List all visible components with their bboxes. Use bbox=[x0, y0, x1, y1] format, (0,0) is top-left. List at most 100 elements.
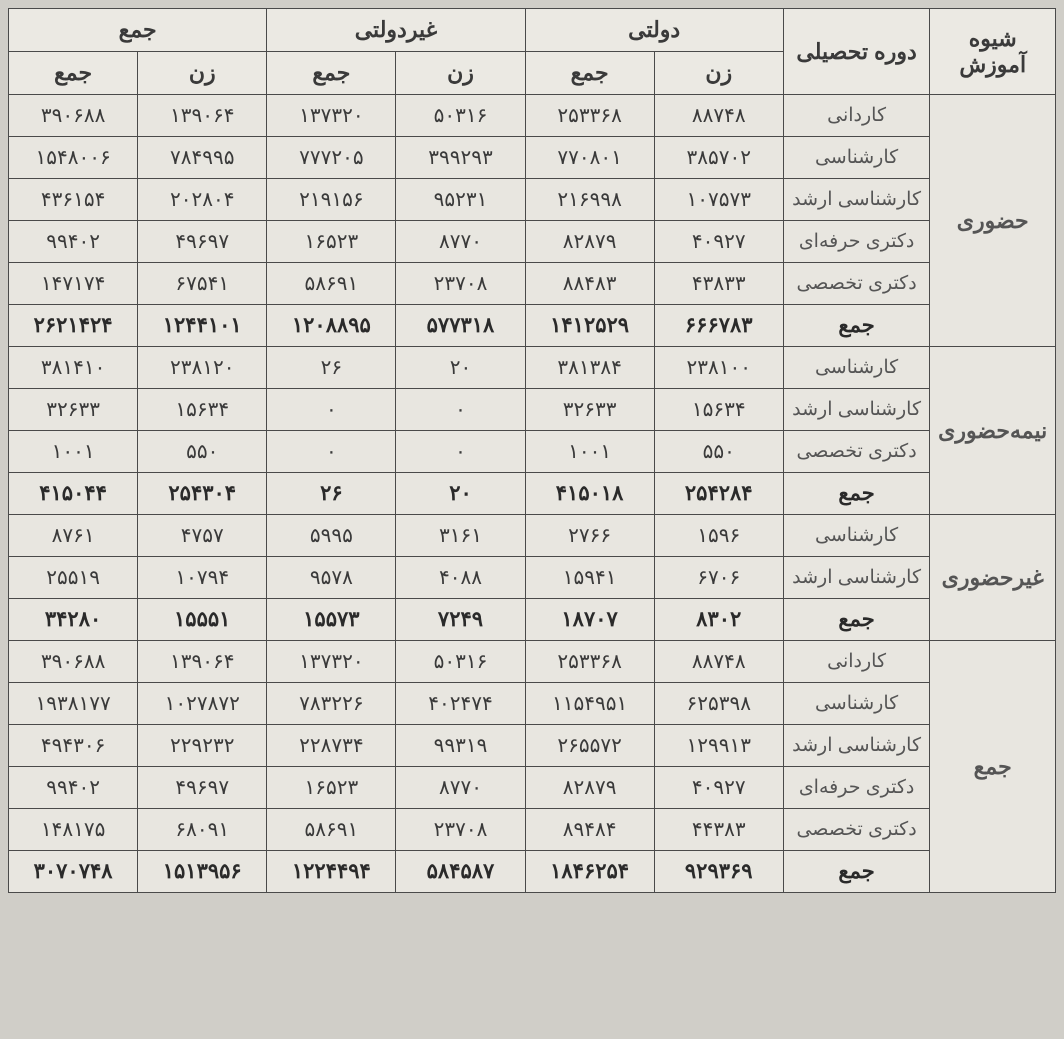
data-cell: ۶۷۰۶ bbox=[654, 557, 783, 599]
data-cell: ۶۲۵۳۹۸ bbox=[654, 683, 783, 725]
data-cell: ۸۳۰۲ bbox=[654, 599, 783, 641]
data-cell: ۱۲۹۹۱۳ bbox=[654, 725, 783, 767]
data-cell: ۹۹۴۰۲ bbox=[9, 767, 138, 809]
header-mode: شیوه آموزش bbox=[930, 9, 1056, 95]
data-cell: ۸۷۷۰ bbox=[396, 221, 525, 263]
data-cell: ۱۰۲۷۸۷۲ bbox=[138, 683, 267, 725]
table-row: کارشناسی۳۸۵۷۰۲۷۷۰۸۰۱۳۹۹۲۹۳۷۷۷۲۰۵۷۸۴۹۹۵۱۵… bbox=[9, 137, 1056, 179]
data-cell: ۰ bbox=[267, 389, 396, 431]
data-cell: ۲۳۷۰۸ bbox=[396, 809, 525, 851]
data-cell: ۱۵۴۸۰۰۶ bbox=[9, 137, 138, 179]
data-cell: ۲۲۹۲۳۲ bbox=[138, 725, 267, 767]
data-cell: ۳۱۶۱ bbox=[396, 515, 525, 557]
level-cell: کارشناسی bbox=[783, 137, 930, 179]
data-cell: ۳۴۲۸۰ bbox=[9, 599, 138, 641]
data-cell: ۵۸۶۹۱ bbox=[267, 263, 396, 305]
data-cell: ۲۶۲۱۴۲۴ bbox=[9, 305, 138, 347]
data-cell: ۱۵۱۳۹۵۶ bbox=[138, 851, 267, 893]
data-cell: ۲۳۷۰۸ bbox=[396, 263, 525, 305]
table-row: کارشناسی ارشد۱۵۶۳۴۳۲۶۳۳۰۰۱۵۶۳۴۳۲۶۳۳ bbox=[9, 389, 1056, 431]
data-cell: ۸۹۴۸۴ bbox=[525, 809, 654, 851]
data-cell: ۵۷۷۳۱۸ bbox=[396, 305, 525, 347]
table-row: جمع۲۵۴۲۸۴۴۱۵۰۱۸۲۰۲۶۲۵۴۳۰۴۴۱۵۰۴۴ bbox=[9, 473, 1056, 515]
data-cell: ۳۸۵۷۰۲ bbox=[654, 137, 783, 179]
level-cell: کارشناسی bbox=[783, 347, 930, 389]
data-cell: ۶۸۰۹۱ bbox=[138, 809, 267, 851]
data-cell: ۱۰۰۱ bbox=[9, 431, 138, 473]
header-level: دوره تحصیلی bbox=[783, 9, 930, 95]
level-cell: دکتری تخصصی bbox=[783, 263, 930, 305]
data-cell: ۴۹۶۹۷ bbox=[138, 221, 267, 263]
data-cell: ۱۳۹۰۶۴ bbox=[138, 95, 267, 137]
data-cell: ۴۱۵۰۱۸ bbox=[525, 473, 654, 515]
level-cell: کارشناسی ارشد bbox=[783, 389, 930, 431]
data-cell: ۲۰۲۸۰۴ bbox=[138, 179, 267, 221]
level-cell: جمع bbox=[783, 599, 930, 641]
table-row: کارشناسی ارشد۶۷۰۶۱۵۹۴۱۴۰۸۸۹۵۷۸۱۰۷۹۴۲۵۵۱۹ bbox=[9, 557, 1056, 599]
data-cell: ۱۵۶۳۴ bbox=[138, 389, 267, 431]
data-cell: ۳۲۶۳۳ bbox=[525, 389, 654, 431]
data-cell: ۲۶ bbox=[267, 473, 396, 515]
data-cell: ۹۵۲۳۱ bbox=[396, 179, 525, 221]
data-cell: ۱۳۹۰۶۴ bbox=[138, 641, 267, 683]
data-cell: ۵۰۳۱۶ bbox=[396, 641, 525, 683]
data-cell: ۴۰۸۸ bbox=[396, 557, 525, 599]
table-row: جمعکاردانی۸۸۷۴۸۲۵۳۳۶۸۵۰۳۱۶۱۳۷۳۲۰۱۳۹۰۶۴۳۹… bbox=[9, 641, 1056, 683]
data-cell: ۳۹۰۶۸۸ bbox=[9, 95, 138, 137]
data-cell: ۱۶۵۲۳ bbox=[267, 767, 396, 809]
data-cell: ۱۴۱۲۵۲۹ bbox=[525, 305, 654, 347]
data-cell: ۹۲۹۳۶۹ bbox=[654, 851, 783, 893]
data-cell: ۲۳۸۱۰۰ bbox=[654, 347, 783, 389]
header-non-sum: جمع bbox=[267, 52, 396, 95]
data-cell: ۲۳۸۱۲۰ bbox=[138, 347, 267, 389]
level-cell: جمع bbox=[783, 851, 930, 893]
data-cell: ۳۹۰۶۸۸ bbox=[9, 641, 138, 683]
data-cell: ۱۳۷۳۲۰ bbox=[267, 641, 396, 683]
data-cell: ۱۳۷۳۲۰ bbox=[267, 95, 396, 137]
data-cell: ۴۴۳۸۳ bbox=[654, 809, 783, 851]
data-cell: ۸۸۴۸۳ bbox=[525, 263, 654, 305]
data-cell: ۱۱۵۴۹۵۱ bbox=[525, 683, 654, 725]
data-cell: ۹۹۴۰۲ bbox=[9, 221, 138, 263]
data-cell: ۲۵۴۳۰۴ bbox=[138, 473, 267, 515]
data-cell: ۲۵۵۱۹ bbox=[9, 557, 138, 599]
level-cell: کارشناسی ارشد bbox=[783, 557, 930, 599]
data-cell: ۳۸۱۳۸۴ bbox=[525, 347, 654, 389]
data-cell: ۹۵۷۸ bbox=[267, 557, 396, 599]
data-cell: ۱۹۳۸۱۷۷ bbox=[9, 683, 138, 725]
header-tot-women: زن bbox=[138, 52, 267, 95]
data-cell: ۰ bbox=[396, 389, 525, 431]
level-cell: کاردانی bbox=[783, 95, 930, 137]
level-cell: کاردانی bbox=[783, 641, 930, 683]
header-gov-women: زن bbox=[654, 52, 783, 95]
header-nongovernmental: غیردولتی bbox=[267, 9, 525, 52]
level-cell: جمع bbox=[783, 305, 930, 347]
data-cell: ۱۰۷۵۷۳ bbox=[654, 179, 783, 221]
data-cell: ۱۲۰۸۸۹۵ bbox=[267, 305, 396, 347]
data-cell: ۸۸۷۴۸ bbox=[654, 95, 783, 137]
data-cell: ۷۷۰۸۰۱ bbox=[525, 137, 654, 179]
data-cell: ۴۹۶۹۷ bbox=[138, 767, 267, 809]
data-cell: ۵۸۶۹۱ bbox=[267, 809, 396, 851]
table-row: کارشناسی ارشد۱۰۷۵۷۳۲۱۶۹۹۸۹۵۲۳۱۲۱۹۱۵۶۲۰۲۸… bbox=[9, 179, 1056, 221]
data-cell: ۲۱۹۱۵۶ bbox=[267, 179, 396, 221]
data-cell: ۱۸۴۶۲۵۴ bbox=[525, 851, 654, 893]
level-cell: جمع bbox=[783, 473, 930, 515]
data-cell: ۱۲۴۴۱۰۱ bbox=[138, 305, 267, 347]
table-row: نیمه‌حضوریکارشناسی۲۳۸۱۰۰۳۸۱۳۸۴۲۰۲۶۲۳۸۱۲۰… bbox=[9, 347, 1056, 389]
data-cell: ۴۷۵۷ bbox=[138, 515, 267, 557]
data-cell: ۴۹۴۳۰۶ bbox=[9, 725, 138, 767]
data-cell: ۱۵۵۷۳ bbox=[267, 599, 396, 641]
table-row: دکتری تخصصی۵۵۰۱۰۰۱۰۰۵۵۰۱۰۰۱ bbox=[9, 431, 1056, 473]
data-cell: ۲۲۸۷۳۴ bbox=[267, 725, 396, 767]
data-cell: ۱۴۸۱۷۵ bbox=[9, 809, 138, 851]
table-row: حضوریکاردانی۸۸۷۴۸۲۵۳۳۶۸۵۰۳۱۶۱۳۷۳۲۰۱۳۹۰۶۴… bbox=[9, 95, 1056, 137]
data-cell: ۵۵۰ bbox=[654, 431, 783, 473]
data-cell: ۶۷۵۴۱ bbox=[138, 263, 267, 305]
data-cell: ۲۶۵۵۷۲ bbox=[525, 725, 654, 767]
table-row: جمع۶۶۶۷۸۳۱۴۱۲۵۲۹۵۷۷۳۱۸۱۲۰۸۸۹۵۱۲۴۴۱۰۱۲۶۲۱… bbox=[9, 305, 1056, 347]
data-cell: ۱۵۹۴۱ bbox=[525, 557, 654, 599]
education-stats-table: شیوه آموزش دوره تحصیلی دولتی غیردولتی جم… bbox=[8, 8, 1056, 893]
data-cell: ۹۹۳۱۹ bbox=[396, 725, 525, 767]
level-cell: دکتری تخصصی bbox=[783, 431, 930, 473]
